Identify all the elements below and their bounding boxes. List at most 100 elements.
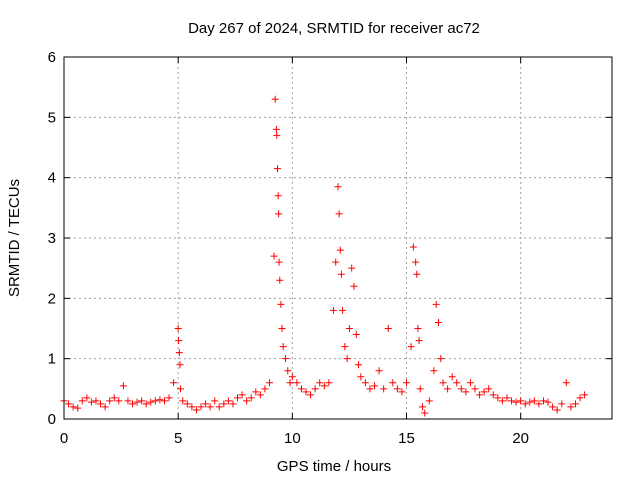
- data-point: [238, 391, 246, 399]
- data-point: [252, 388, 260, 396]
- y-tick-label: 0: [48, 411, 56, 428]
- data-point: [334, 183, 342, 191]
- data-point: [355, 361, 363, 369]
- data-point: [439, 379, 447, 387]
- data-point: [311, 385, 319, 393]
- data-point: [320, 382, 328, 390]
- y-tick-label: 5: [48, 109, 56, 126]
- data-point: [281, 355, 289, 363]
- data-point: [92, 397, 100, 405]
- data-point: [407, 343, 415, 351]
- data-point: [192, 406, 200, 414]
- data-points: [60, 95, 589, 417]
- data-point: [266, 379, 273, 387]
- data-point: [576, 394, 584, 402]
- data-point: [413, 270, 421, 278]
- data-point: [297, 385, 305, 393]
- data-point: [415, 337, 423, 345]
- data-point: [206, 403, 214, 411]
- data-point: [275, 258, 283, 266]
- data-point: [307, 391, 315, 399]
- data-point: [466, 379, 474, 387]
- data-point: [293, 379, 301, 387]
- data-point: [119, 382, 127, 390]
- data-point: [412, 258, 420, 266]
- data-point: [517, 397, 525, 405]
- data-point: [115, 397, 123, 405]
- data-point: [371, 382, 379, 390]
- data-point: [403, 379, 410, 387]
- data-point: [175, 349, 183, 357]
- data-point: [329, 306, 337, 314]
- x-tick-label: 5: [174, 430, 182, 447]
- data-point: [375, 367, 383, 375]
- data-point: [160, 397, 168, 405]
- data-point: [176, 361, 184, 369]
- data-point: [348, 264, 356, 272]
- data-point: [425, 397, 433, 405]
- data-point: [444, 385, 452, 393]
- y-tick-label: 3: [48, 230, 56, 247]
- data-point: [480, 388, 488, 396]
- data-point: [110, 394, 118, 402]
- data-point: [243, 397, 251, 405]
- data-point: [512, 398, 520, 406]
- x-tick-label: 20: [512, 430, 529, 447]
- data-point: [274, 192, 282, 200]
- data-point: [183, 400, 191, 408]
- data-point: [261, 385, 269, 393]
- data-point: [535, 400, 543, 408]
- data-point: [384, 325, 392, 332]
- data-point: [197, 403, 205, 411]
- data-point: [357, 373, 365, 381]
- data-point: [343, 355, 351, 363]
- data-point: [421, 409, 429, 417]
- data-point: [151, 397, 159, 405]
- data-point: [229, 400, 237, 408]
- data-point: [562, 379, 570, 387]
- y-tick-label: 2: [48, 290, 56, 307]
- data-point: [398, 388, 406, 396]
- data-point: [278, 325, 286, 332]
- data-point: [553, 406, 561, 414]
- data-point: [457, 385, 465, 393]
- data-point: [276, 276, 284, 284]
- data-point: [352, 331, 360, 339]
- data-point: [101, 403, 109, 411]
- data-point: [498, 397, 506, 405]
- data-point: [302, 388, 310, 396]
- data-point: [526, 398, 534, 406]
- y-tick-label: 4: [48, 170, 56, 187]
- data-point: [471, 385, 479, 393]
- data-point: [432, 300, 440, 308]
- data-point: [256, 391, 264, 399]
- data-point: [147, 398, 155, 406]
- data-point: [174, 325, 182, 332]
- data-point: [558, 400, 566, 408]
- data-point: [124, 397, 132, 405]
- y-axis-label: SRMTID / TECUs: [6, 179, 23, 297]
- data-point: [316, 379, 324, 387]
- data-point: [325, 379, 333, 387]
- data-point: [275, 210, 283, 218]
- data-point: [335, 210, 343, 218]
- data-point: [188, 403, 196, 411]
- data-point: [170, 379, 178, 387]
- data-point: [175, 337, 183, 345]
- axis-ticks: 0 5 10 15 20 0 1 2 3 4 5 6: [48, 49, 612, 447]
- data-point: [416, 385, 424, 393]
- data-point: [156, 396, 164, 404]
- data-point: [284, 367, 292, 375]
- data-point: [530, 397, 538, 405]
- data-point: [69, 403, 77, 411]
- data-point: [129, 400, 136, 408]
- data-point: [409, 243, 417, 251]
- chart-title: Day 267 of 2024, SRMTID for receiver ac7…: [188, 20, 480, 37]
- x-axis-label: GPS time / hours: [277, 458, 391, 475]
- data-point: [133, 398, 141, 406]
- data-point: [247, 394, 255, 402]
- data-point: [389, 379, 397, 387]
- data-point: [350, 282, 358, 290]
- data-point: [503, 394, 511, 402]
